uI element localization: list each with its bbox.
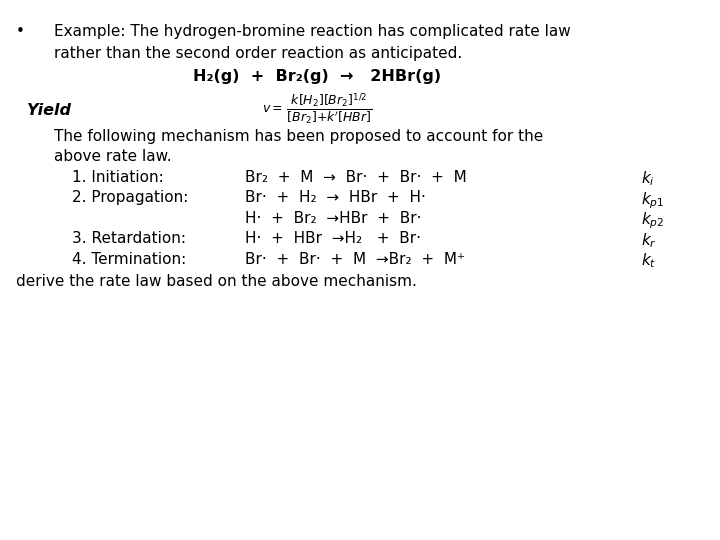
Text: $v{=}\,\dfrac{k[H_2][Br_2]^{1/2}}{[Br_2]{+}k'[HBr]}$: $v{=}\,\dfrac{k[H_2][Br_2]^{1/2}}{[Br_2]… (262, 92, 372, 127)
Text: H₂(g)  +  Br₂(g)  →   2HBr(g): H₂(g) + Br₂(g) → 2HBr(g) (193, 69, 441, 84)
Text: derive the rate law based on the above mechanism.: derive the rate law based on the above m… (16, 274, 417, 289)
Text: 3. Retardation:: 3. Retardation: (72, 231, 186, 246)
Text: H·  +  HBr  →H₂   +  Br·: H· + HBr →H₂ + Br· (245, 231, 420, 246)
Text: Yield: Yield (27, 103, 72, 118)
Text: Br₂  +  M  →  Br·  +  Br·  +  M: Br₂ + M → Br· + Br· + M (245, 170, 467, 185)
Text: $k_r$: $k_r$ (641, 231, 657, 250)
Text: $k_i$: $k_i$ (641, 170, 654, 188)
Text: 1. Initiation:: 1. Initiation: (72, 170, 163, 185)
Text: •: • (16, 24, 24, 39)
Text: Br·  +  Br·  +  M  →Br₂  +  M⁺: Br· + Br· + M →Br₂ + M⁺ (245, 252, 465, 267)
Text: 2. Propagation:: 2. Propagation: (72, 190, 189, 205)
Text: $k_t$: $k_t$ (641, 252, 656, 271)
Text: above rate law.: above rate law. (54, 149, 171, 164)
Text: The following mechanism has been proposed to account for the: The following mechanism has been propose… (54, 129, 544, 144)
Text: Example: The hydrogen-bromine reaction has complicated rate law: Example: The hydrogen-bromine reaction h… (54, 24, 571, 39)
Text: rather than the second order reaction as anticipated.: rather than the second order reaction as… (54, 46, 462, 61)
Text: Br·  +  H₂  →  HBr  +  H·: Br· + H₂ → HBr + H· (245, 190, 426, 205)
Text: $k_{p2}$: $k_{p2}$ (641, 211, 664, 231)
Text: H·  +  Br₂  →HBr  +  Br·: H· + Br₂ →HBr + Br· (245, 211, 421, 226)
Text: 4. Termination:: 4. Termination: (72, 252, 186, 267)
Text: $k_{p1}$: $k_{p1}$ (641, 190, 664, 211)
